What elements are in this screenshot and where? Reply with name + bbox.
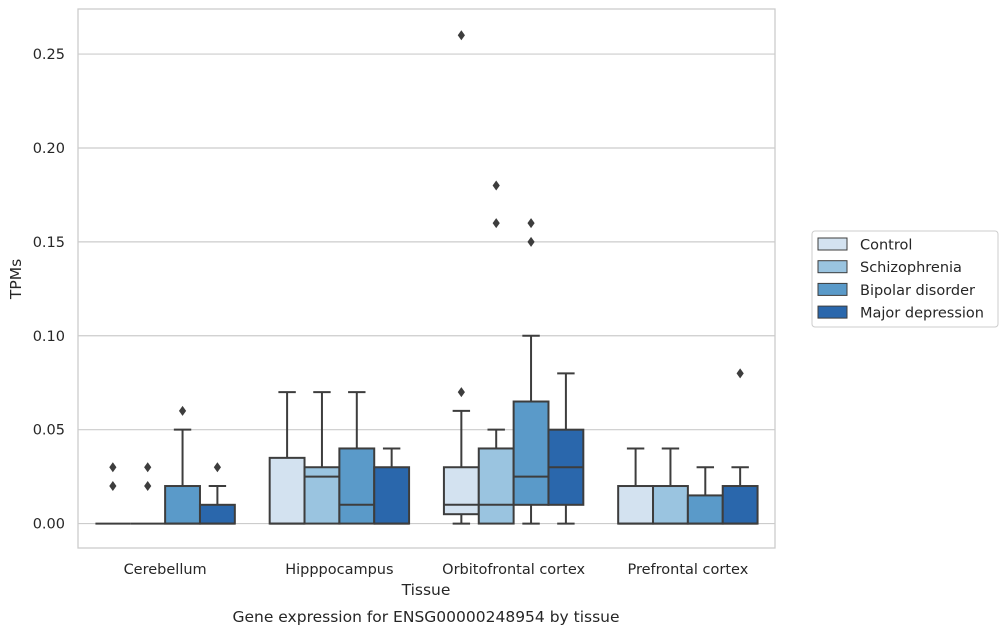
box-body: [338, 447, 376, 525]
box-control: [95, 462, 131, 525]
legend-label: Bipolar disorder: [860, 283, 975, 299]
y-tick-label: 0.15: [33, 235, 65, 251]
box-schizophrenia: [130, 462, 166, 525]
outlier-point: [527, 218, 535, 229]
box-major-depression: [198, 462, 236, 525]
outlier-point: [736, 368, 744, 379]
box-major-depression: [373, 447, 411, 525]
box-control: [268, 391, 306, 525]
chart-caption: Gene expression for ENSG00000248954 by t…: [232, 608, 619, 626]
box-schizophrenia: [477, 180, 515, 525]
outlier-point: [457, 30, 465, 41]
outlier-point: [144, 481, 152, 492]
y-tick-label: 0.05: [33, 423, 65, 439]
box-body: [477, 447, 515, 525]
outlier-point: [457, 387, 465, 398]
outlier-point: [109, 481, 117, 492]
box-body: [652, 485, 689, 525]
outlier-point: [492, 180, 500, 191]
y-tick-label: 0.25: [33, 47, 65, 63]
outlier-point: [144, 462, 152, 473]
plot-frame: [77, 8, 776, 549]
box-body: [617, 485, 655, 525]
box-body: [686, 494, 724, 525]
legend-label: Major depression: [860, 306, 984, 322]
box-bipolar-disorder: [164, 405, 201, 525]
box-body: [164, 485, 201, 525]
legend-swatch: [817, 237, 848, 251]
legend-swatch: [817, 282, 848, 296]
box-body: [721, 485, 759, 525]
y-axis-label: TPMs: [7, 259, 25, 300]
y-tick-label: 0.20: [33, 141, 65, 157]
legend-label: Control: [860, 238, 912, 254]
outlier-point: [492, 218, 500, 229]
box-schizophrenia: [652, 447, 689, 525]
boxes: [95, 30, 759, 525]
legend: Control Schizophrenia Bipolar disorder Majo…: [811, 230, 999, 328]
x-tick-label: Hipppocampus: [285, 562, 393, 578]
x-tick-label: Prefrontal cortex: [627, 562, 748, 578]
box-control: [617, 447, 655, 525]
x-tick-labels: Cerebellum Hipppocampus Orbitofrontal cort…: [124, 562, 749, 578]
box-body: [373, 466, 411, 525]
x-tick-label: Orbitofrontal cortex: [442, 562, 585, 578]
x-tick-label: Cerebellum: [124, 562, 207, 578]
legend-swatch: [817, 305, 848, 319]
x-axis-label: Tissue: [401, 581, 451, 599]
legend-label: Schizophrenia: [860, 260, 962, 276]
box-bipolar-disorder: [512, 218, 550, 525]
box-body: [198, 503, 236, 525]
box-major-depression: [547, 372, 585, 525]
outlier-point: [178, 405, 187, 416]
box-bipolar-disorder: [686, 466, 724, 525]
y-tick-label: 0.00: [33, 517, 65, 533]
legend-swatch: [817, 260, 848, 274]
box-schizophrenia: [303, 391, 341, 525]
box-body: [512, 400, 550, 506]
box-body: [442, 466, 480, 516]
box-body: [268, 456, 306, 525]
legend-frame: [811, 230, 999, 328]
box-bipolar-disorder: [338, 391, 376, 525]
outlier-point: [109, 462, 117, 473]
y-tick-labels: 0.00 0.05 0.10 0.15 0.20 0.25: [33, 47, 65, 533]
outlier-point: [213, 462, 221, 473]
box-major-depression: [721, 368, 759, 525]
y-tick-label: 0.10: [33, 329, 65, 345]
box-control: [442, 30, 480, 525]
outlier-point: [527, 236, 535, 247]
